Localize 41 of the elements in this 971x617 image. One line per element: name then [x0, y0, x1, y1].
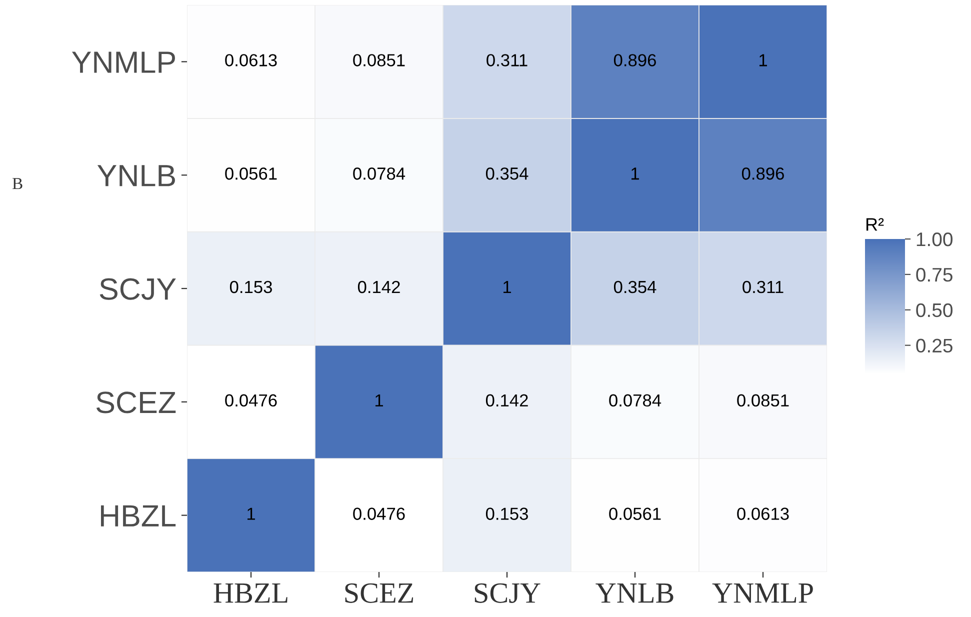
data-label: 0.153 — [486, 508, 528, 520]
y-tick-label: SCJY — [100, 278, 176, 300]
data-label: 1 — [631, 168, 639, 180]
x-tick-label: YNMLP — [712, 584, 813, 603]
data-label: 0.0613 — [225, 54, 277, 66]
x-tick-label: SCEZ — [345, 583, 414, 603]
color-bar-label: 0.75 — [916, 268, 952, 282]
data-label: 0.0851 — [737, 394, 789, 407]
y-tick-label: SCEZ — [96, 392, 176, 414]
x-tick-label: SCJY — [474, 583, 540, 603]
data-label: 0.896 — [742, 167, 784, 180]
data-label: 0.0476 — [225, 394, 277, 407]
data-label: 1 — [375, 394, 383, 406]
data-label: 0.354 — [486, 167, 528, 180]
y-tick-label: YNLB — [97, 165, 175, 186]
data-label: 0.0784 — [609, 394, 662, 407]
color-bar-label: 0.25 — [916, 338, 952, 353]
data-label: 0.311 — [742, 280, 784, 294]
data-label: 0.896 — [614, 54, 656, 66]
color-bar-label: 1.00 — [916, 232, 952, 246]
data-label: 0.0561 — [225, 167, 277, 180]
data-label: 0.0561 — [609, 508, 661, 520]
data-label: 1 — [759, 54, 767, 66]
color-bar-label: 0.50 — [916, 303, 952, 318]
y-tick-label: HBZL — [100, 505, 176, 526]
data-label: 0.0613 — [737, 508, 789, 520]
data-label: 0.142 — [358, 280, 400, 294]
data-label: 0.142 — [486, 394, 528, 407]
x-tick-label: YNLB — [596, 584, 674, 603]
color-bar-title: R² — [866, 218, 884, 231]
data-label: 0.0476 — [353, 508, 405, 520]
data-label: 0.153 — [230, 280, 272, 294]
data-label: 0.311 — [486, 54, 528, 66]
text: B — [12, 178, 22, 190]
data-label: 1 — [247, 508, 255, 520]
x-tick-label: HBZL — [214, 584, 288, 603]
data-label: 0.0784 — [353, 167, 406, 180]
data-label: 0.354 — [614, 280, 656, 294]
data-label: 0.0851 — [353, 54, 405, 66]
y-tick-label: YNMLP — [72, 52, 175, 73]
data-label: 1 — [503, 281, 511, 293]
